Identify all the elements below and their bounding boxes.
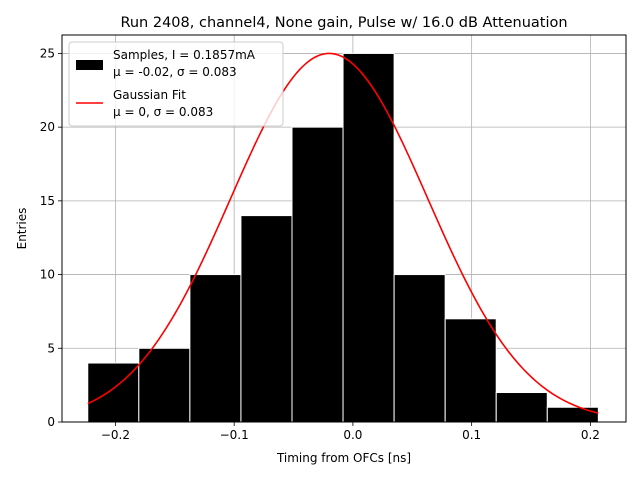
legend-fit-name: Gaussian Fit [113,88,186,102]
y-tick-label: 0 [47,415,55,429]
x-tick-label: 0.1 [462,428,481,442]
plot-frame [61,34,627,423]
legend-histogram-stats: μ = -0.02, σ = 0.083 [113,65,237,79]
y-tick-label: 25 [40,46,55,60]
histogram-bar [342,52,395,423]
y-tick-label: 15 [40,194,55,208]
histogram-bar [393,274,446,423]
legend-histogram-name: Samples, I = 0.1857mA [113,48,256,62]
legend-fit-stats: μ = 0, σ = 0.083 [113,105,213,119]
y-axis-ticks: 0 5 10 15 20 25 [40,46,62,429]
legend-box [68,41,284,127]
histogram-bar [138,347,191,423]
legend: Samples, I = 0.1857mA μ = -0.02, σ = 0.0… [68,41,284,127]
histogram-bar [291,126,344,423]
y-tick-label: 5 [47,341,55,355]
chart-title: Run 2408, channel4, None gain, Pulse w/ … [120,15,567,31]
legend-histogram-swatch [76,60,103,70]
histogram-bar [189,274,242,423]
x-axis-label: Timing from OFCs [ns] [276,451,411,465]
x-tick-label: 0.0 [343,428,362,442]
x-axis-ticks: −0.2 −0.1 0.0 0.1 0.2 [101,422,600,442]
y-axis-label: Entries [15,208,29,250]
histogram-bar [495,392,548,423]
histogram-bar [240,215,293,423]
x-tick-label: −0.1 [220,428,249,442]
gaussian-fit-line [87,52,599,414]
y-tick-label: 20 [40,120,55,134]
histogram-bar [546,406,599,423]
y-tick-label: 10 [40,268,55,282]
x-tick-label: 0.2 [581,428,600,442]
histogram-bar [444,318,497,423]
histogram-bars [87,52,599,423]
x-tick-label: −0.2 [101,428,130,442]
